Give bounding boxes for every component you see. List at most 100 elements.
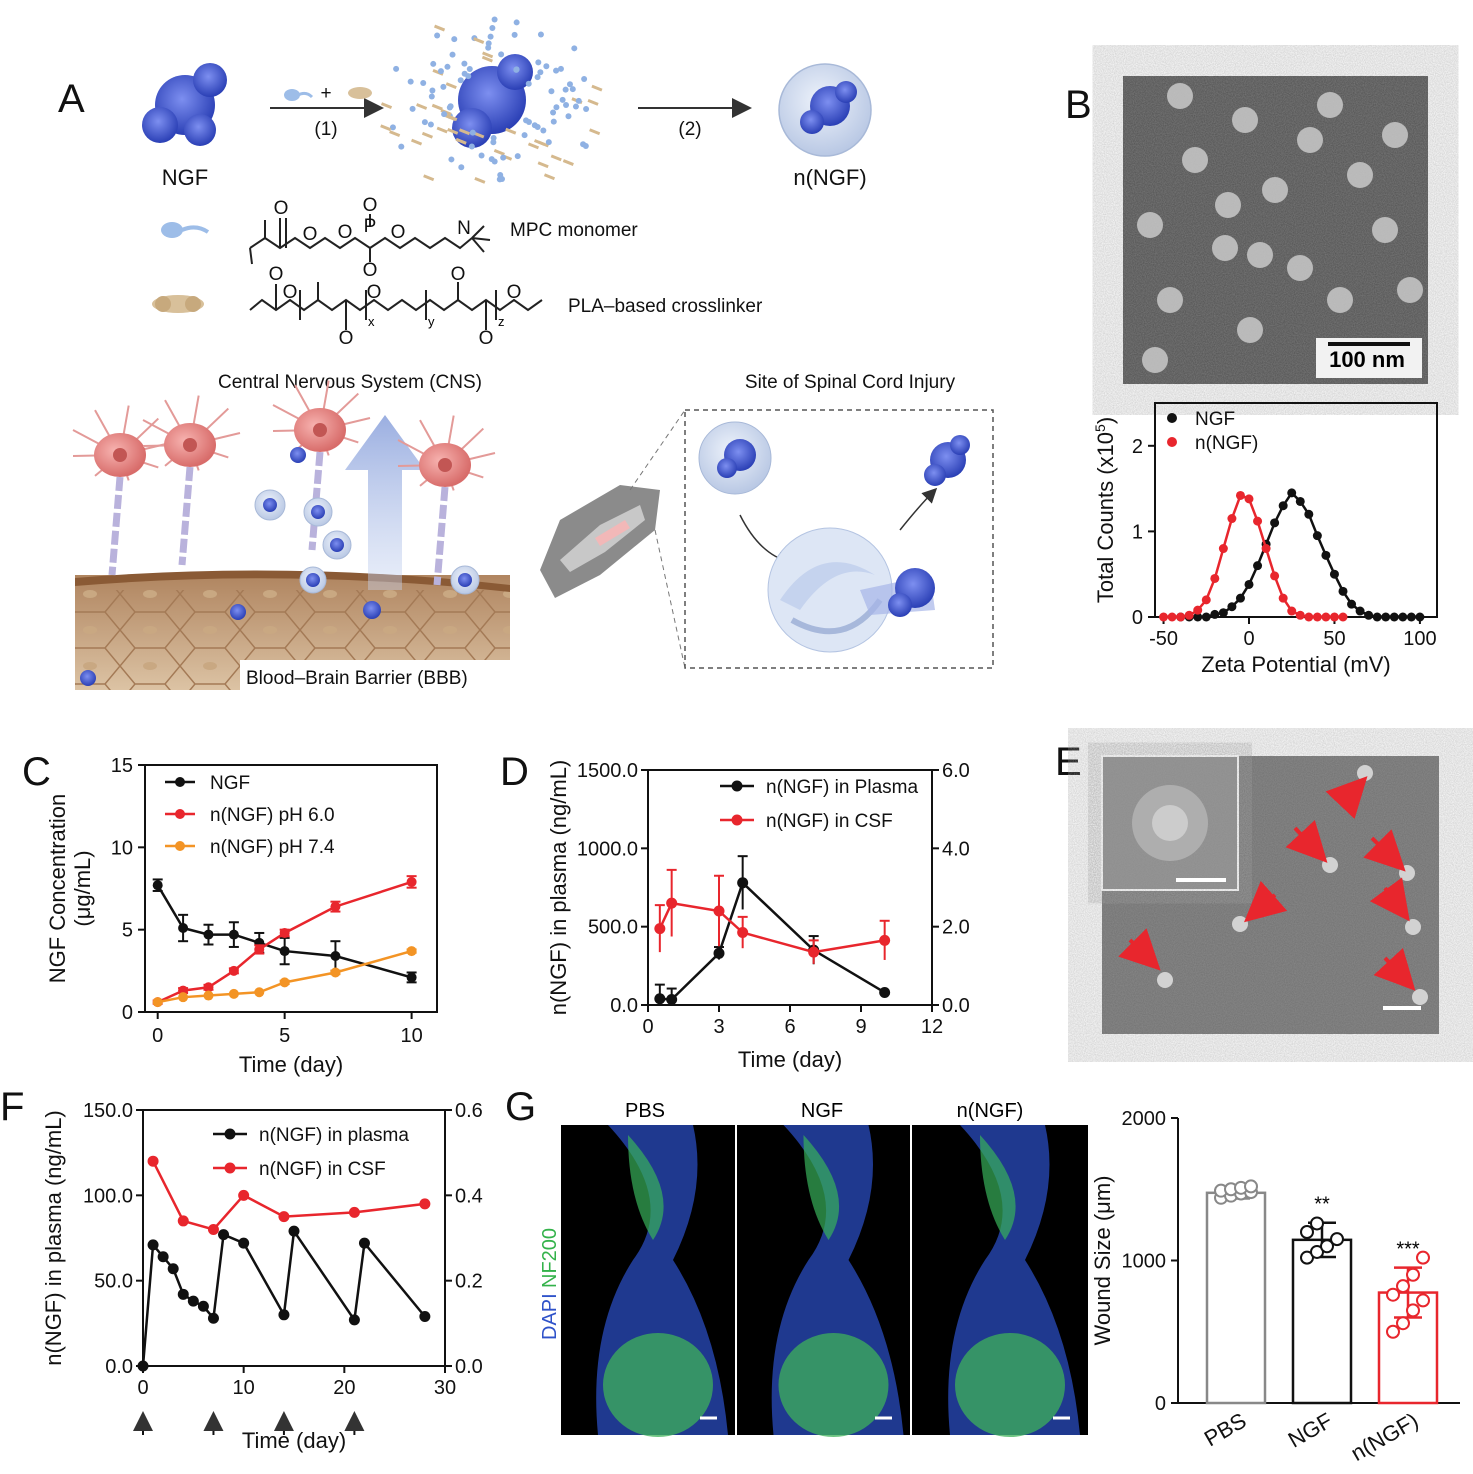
data-point [1193, 612, 1203, 622]
data-point [879, 934, 891, 946]
mpc-atoms: O O P O O O O N [274, 195, 471, 281]
nanoparticle [1212, 235, 1238, 261]
monomer-cloud [380, 16, 603, 184]
nanoparticle [1412, 989, 1428, 1005]
crosslinker-dash [458, 128, 471, 136]
monomer-dot [469, 129, 476, 136]
neuron-icon [72, 405, 171, 576]
y-axis-label: Wound Size (μm) [1090, 1176, 1115, 1346]
tem-image-b [1123, 76, 1428, 384]
data-point [330, 901, 341, 912]
data-point [666, 897, 678, 909]
data-point [203, 990, 214, 1001]
data-point [1244, 579, 1254, 589]
nanoparticle [1157, 287, 1183, 313]
category-label: NGF [1284, 1408, 1337, 1453]
x-tick-label: 100 [1403, 628, 1436, 650]
crosslinker-dash [481, 55, 493, 63]
panel-g: G PBS NGF n(NGF) DAPI NF200 0 1000 2000 Wou… [505, 1085, 1460, 1466]
data-point [1287, 488, 1297, 498]
y-tick-label: 500.0 [588, 917, 638, 939]
data-point [419, 1311, 431, 1323]
data-point [218, 1229, 230, 1241]
data-point [178, 992, 189, 1003]
nanoparticle [1357, 765, 1373, 781]
data-point [1176, 612, 1186, 622]
monomer-dot [461, 70, 468, 77]
monomer-dot [548, 88, 555, 95]
monomer-dot [535, 59, 542, 66]
axon [108, 476, 124, 576]
crosslinker-icon [152, 295, 204, 313]
x-axis-label: Time (day) [738, 1047, 842, 1072]
nucleus [313, 423, 327, 437]
monomer-dot [498, 51, 505, 58]
data-point [1270, 518, 1280, 528]
monomer-dot [521, 132, 528, 139]
individual-point [1406, 1267, 1420, 1282]
data-point [1312, 612, 1322, 622]
tissue-nf200-bottom [778, 1333, 889, 1437]
data-point [1321, 550, 1331, 560]
nanoparticle [1142, 347, 1168, 373]
monomer-dot [491, 16, 498, 23]
crosslinker-dash [550, 154, 562, 162]
monomer-dot [468, 143, 475, 150]
image-label-ngf: NGF [801, 1100, 843, 1122]
monomer-dot [571, 45, 578, 52]
nucleus [183, 438, 197, 452]
crosslinker-dash [455, 137, 467, 145]
nanoparticle [1287, 255, 1313, 281]
svg-text:O: O [479, 328, 494, 349]
crosslinker-dash [446, 114, 458, 122]
data-point [238, 1237, 250, 1249]
legend-marker [731, 780, 743, 792]
data-point [167, 1263, 179, 1275]
x-tick-label: 6 [784, 1016, 795, 1038]
nanoparticle [1372, 217, 1398, 243]
nanoparticle [1237, 317, 1263, 343]
image-label-nngf: n(NGF) [957, 1100, 1024, 1122]
monomer-dot [540, 127, 547, 134]
y-tick-label: 150.0 [83, 1100, 133, 1122]
svg-text:x: x [368, 314, 375, 329]
crosslinker-dash [389, 130, 401, 137]
crosslinker-dash [433, 24, 446, 32]
monomer-dot [550, 109, 557, 116]
y-axis-label: Total Counts (x105) [1092, 417, 1118, 603]
individual-point [1386, 1287, 1400, 1302]
monomer-dot [550, 118, 557, 125]
monomer-dot [581, 75, 588, 82]
data-point [1338, 586, 1348, 596]
monomer-dot [537, 31, 544, 38]
nanoparticle [1397, 277, 1423, 303]
data-point [358, 1237, 370, 1249]
crosslinker-dash [587, 98, 599, 106]
nanoparticle [1262, 177, 1288, 203]
series-line-1 [1163, 493, 1343, 619]
data-point [1347, 599, 1357, 609]
crosslinker-dash [380, 124, 392, 132]
data-point [808, 946, 820, 958]
sci-title: Site of Spinal Cord Injury [745, 372, 956, 393]
monomer-dot [566, 81, 573, 88]
monomer-dot [511, 31, 518, 38]
nanoparticle [1182, 147, 1208, 173]
data-point [713, 905, 725, 917]
monomer-dot [514, 153, 521, 160]
y-tick-label: 1500.0 [577, 760, 638, 782]
panel-d: D 0 3 6 9 120.0500.01000.01500.00.02.04.06.0… [500, 750, 970, 1072]
crosslinker-dash [533, 139, 546, 146]
y-tick-label: 1000.0 [577, 838, 638, 860]
data-point [654, 923, 666, 935]
data-point [1184, 610, 1194, 620]
data-point [1218, 544, 1228, 554]
monomer-dot [428, 93, 435, 100]
monomer-dot [430, 60, 437, 67]
axon [178, 466, 194, 566]
crosslinker-dash [493, 149, 505, 156]
legend-label: n(NGF) pH 7.4 [210, 837, 335, 858]
crosslinker-dash [589, 128, 601, 136]
data-point [207, 1223, 219, 1235]
